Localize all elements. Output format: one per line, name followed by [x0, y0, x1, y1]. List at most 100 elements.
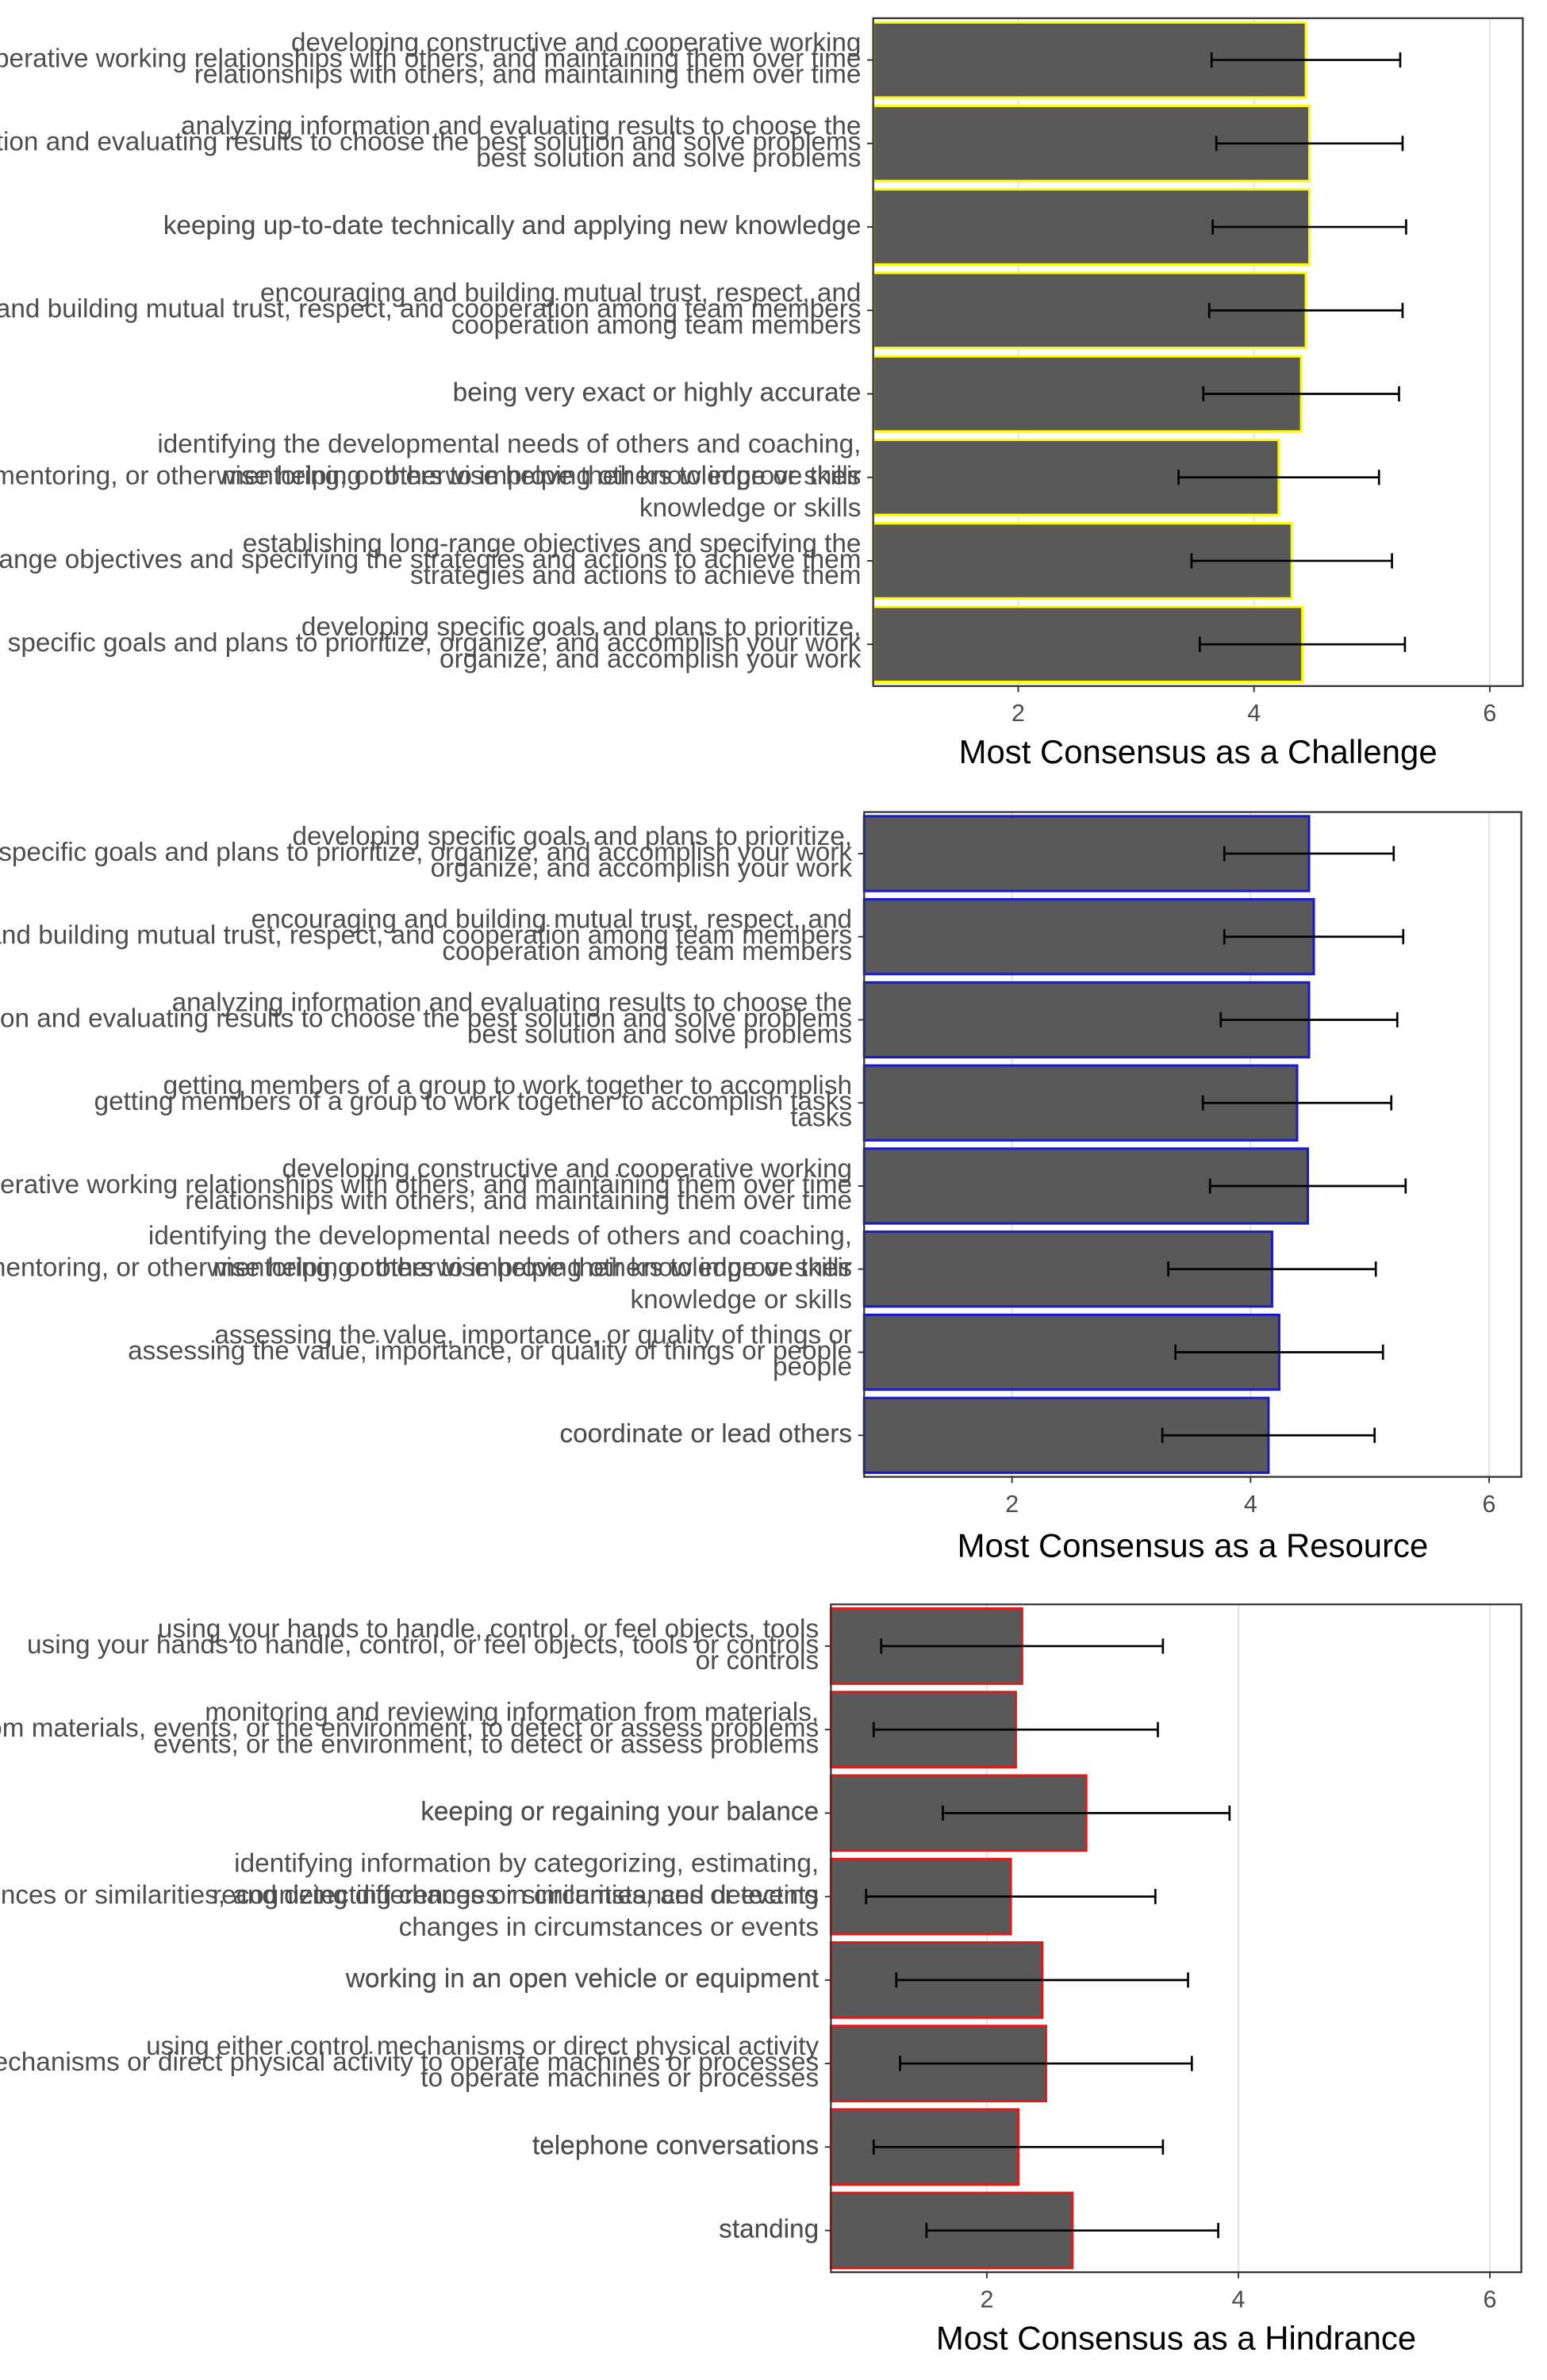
x-tick-label: 6 — [1483, 1491, 1496, 1518]
label-line: developing specific goals and plans to p… — [292, 822, 852, 851]
label-line: keeping or regaining your balance — [420, 1797, 819, 1826]
x-tick-label: 4 — [1231, 2286, 1245, 2313]
panel-border — [872, 17, 1524, 687]
label-line: analyzing information and evaluating res… — [172, 988, 852, 1017]
error-bar — [1211, 219, 1407, 235]
error-bar — [1208, 1178, 1407, 1194]
label-line: developing specific goals and plans to p… — [301, 612, 862, 642]
error-bar — [1174, 1344, 1384, 1361]
error-bar — [880, 1638, 1165, 1654]
y-tick-label: using either control mechanisms or direc… — [0, 2032, 819, 2093]
error-bar — [895, 1972, 1189, 1988]
error-bar — [1215, 136, 1404, 152]
label-line: monitoring and reviewing information fro… — [205, 1698, 819, 1727]
error-bar — [1177, 470, 1380, 486]
y-tick-label: identifying the developmental needs of o… — [0, 429, 861, 522]
label-line: recognizing differences or similarities,… — [213, 1880, 819, 1910]
y-tick-label: identifying information by categorizing,… — [0, 1848, 819, 1941]
label-line: relationships with others, and maintaini… — [185, 1186, 852, 1215]
label-line: being very exact or highly accurate — [453, 378, 862, 407]
y-tick-label: analyzing information and evaluating res… — [0, 988, 852, 1049]
label-line: coordinate or lead others — [560, 1419, 853, 1449]
y-tick-label: working in an open vehicle or equipmentw… — [345, 1964, 820, 1994]
x-tick-label: 4 — [1247, 700, 1261, 727]
label-line: standing — [719, 2214, 819, 2244]
label-line: mentoring, or otherwise helping others t… — [213, 1253, 852, 1283]
y-tick-label: identifying the developmental needs of o… — [0, 1221, 852, 1314]
y-tick-label: using your hands to handle, control, or … — [27, 1614, 819, 1676]
x-tick-label: 2 — [1012, 700, 1025, 727]
label-line: to operate machines or processes — [420, 2063, 819, 2093]
panel-border — [863, 811, 1522, 1478]
x-tick-label: 2 — [980, 2286, 993, 2313]
y-tick-label: coordinate or lead otherscoordinate or l… — [560, 1419, 853, 1449]
label-line: events, or the environment, to detect or… — [153, 1729, 819, 1759]
error-bar — [899, 2056, 1193, 2071]
y-tick-label: developing specific goals and plans to p… — [0, 612, 862, 674]
error-bar — [1199, 636, 1407, 652]
y-tick-label: keeping or regaining your balancekeeping… — [420, 1797, 819, 1826]
error-bar — [1161, 1427, 1376, 1443]
y-tick-label: developing specific goals and plans to p… — [0, 822, 852, 883]
x-tick-label: 6 — [1484, 2286, 1497, 2313]
error-bar — [865, 1889, 1157, 1905]
error-bar — [1202, 386, 1400, 402]
x-axis-title: Most Consensus as a Hindrance — [936, 2319, 1416, 2356]
label-line: knowledge or skills — [630, 1285, 852, 1315]
label-line: developing constructive and cooperative … — [282, 1154, 852, 1184]
label-line: best solution and solve problems — [467, 1019, 852, 1049]
label-line: identifying the developmental needs of o… — [148, 1221, 852, 1250]
error-bar — [872, 1722, 1159, 1737]
error-bar — [1210, 52, 1402, 68]
error-bar — [942, 1805, 1231, 1821]
label-line: encouraging and building mutual trust, r… — [251, 904, 852, 934]
error-bar — [1207, 302, 1404, 318]
label-line: assessing the value, importance, or qual… — [214, 1320, 852, 1349]
y-tick-label: developing constructive and cooperative … — [0, 28, 861, 89]
label-line: mentoring, or otherwise helping others t… — [222, 462, 861, 491]
label-line: using either control mechanisms or direc… — [146, 2032, 819, 2061]
label-line: analyzing information and evaluating res… — [181, 111, 861, 140]
label-line: developing constructive and cooperative … — [291, 28, 861, 57]
label-line: identifying the developmental needs of o… — [157, 429, 861, 459]
error-bar — [872, 2139, 1165, 2155]
label-line: getting members of a group to work toget… — [163, 1071, 852, 1100]
label-line: or controls — [696, 1646, 820, 1676]
label-line: relationships with others, and maintaini… — [194, 60, 862, 89]
y-tick-label: getting members of a group to work toget… — [94, 1071, 852, 1132]
y-tick-label: analyzing information and evaluating res… — [0, 111, 861, 172]
label-line: changes in circumstances or events — [399, 1913, 820, 1942]
label-line: working in an open vehicle or equipment — [345, 1964, 820, 1994]
x-tick-label: 2 — [1005, 1491, 1019, 1518]
label-line: keeping up-to-date technically and apply… — [163, 211, 862, 240]
x-axis-title: Most Consensus as a Resource — [958, 1527, 1429, 1564]
label-line: telephone conversations — [532, 2131, 819, 2160]
label-line: organize, and accomplish your work — [440, 644, 862, 674]
y-tick-label: keeping up-to-date technically and apply… — [163, 211, 862, 240]
label-line: establishing long-range objectives and s… — [243, 529, 862, 559]
label-line: identifying information by categorizing,… — [234, 1848, 819, 1878]
label-line: best solution and solve problems — [476, 144, 861, 173]
label-line: using your hands to handle, control, or … — [158, 1614, 819, 1644]
y-tick-label: monitoring and reviewing information fro… — [0, 1698, 819, 1759]
y-tick-label: encouraging and building mutual trust, r… — [0, 904, 852, 965]
y-tick-label: encouraging and building mutual trust, r… — [0, 278, 861, 340]
error-bar — [1167, 1261, 1377, 1277]
label-line: cooperation among team members — [451, 310, 862, 340]
error-bar — [1190, 553, 1393, 569]
label-line: people — [773, 1352, 852, 1381]
error-bar — [1223, 846, 1395, 862]
y-tick-label: telephone conversationstelephone convers… — [532, 2131, 819, 2160]
x-tick-label: 4 — [1244, 1491, 1257, 1518]
label-line: strategies and actions to achieve them — [410, 561, 861, 590]
y-tick-label: being very exact or highly accuratebeing… — [453, 378, 862, 407]
x-axis-title: Most Consensus as a Challenge — [959, 733, 1438, 770]
label-line: cooperation among team members — [442, 937, 852, 966]
y-tick-label: assessing the value, importance, or qual… — [128, 1320, 852, 1381]
x-tick-label: 6 — [1483, 700, 1496, 727]
y-tick-label: developing constructive and cooperative … — [0, 1154, 852, 1215]
label-line: tasks — [790, 1103, 852, 1132]
y-tick-label: establishing long-range objectives and s… — [0, 529, 861, 590]
